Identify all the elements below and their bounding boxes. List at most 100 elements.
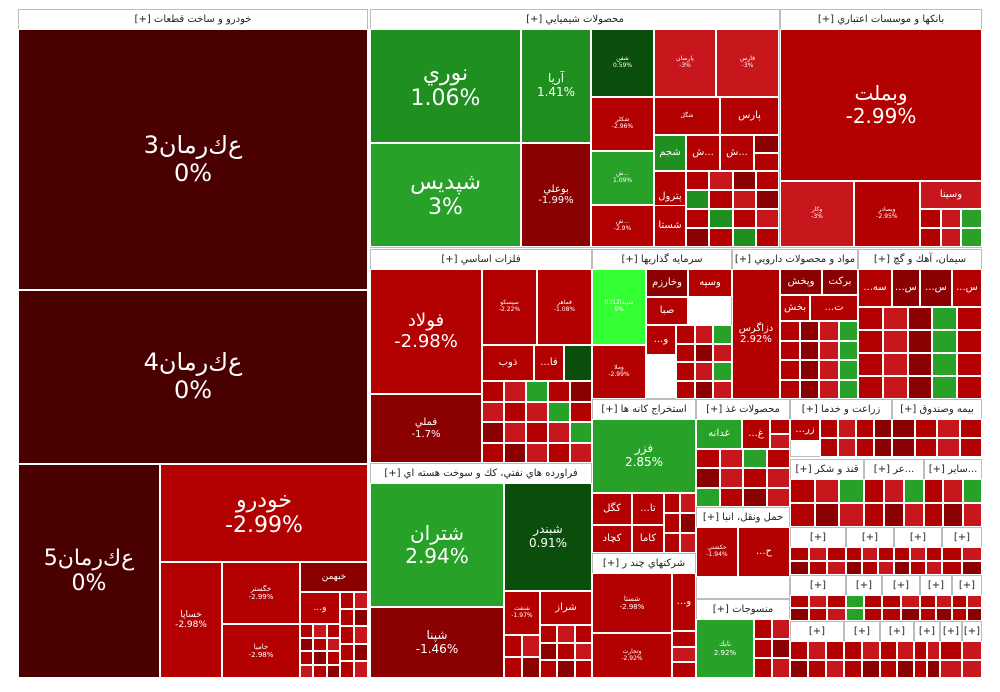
treemap-cell[interactable] [482, 401, 504, 422]
treemap-cell[interactable] [522, 656, 540, 678]
treemap-cell[interactable] [570, 381, 592, 402]
treemap-cell[interactable] [957, 353, 982, 376]
treemap-cell[interactable] [961, 209, 982, 228]
treemap-cell[interactable] [790, 503, 815, 527]
treemap-cell[interactable] [790, 659, 808, 678]
treemap-cell[interactable] [313, 664, 327, 678]
sector-title[interactable]: [+] [845, 622, 879, 642]
tile-khrman4[interactable]: ﻉﻙﺭﻣﺎﻥ4 0% [18, 290, 368, 464]
sector-title[interactable]: مواد و محصولات دارويي [+] [733, 250, 857, 270]
treemap-cell[interactable] [680, 513, 696, 533]
treemap-cell[interactable] [790, 608, 809, 621]
treemap-cell[interactable] [799, 321, 819, 341]
treemap-cell[interactable] [672, 662, 696, 678]
tile-fmaher[interactable]: فماهر -1.08% [537, 269, 592, 345]
treemap-cell[interactable] [962, 547, 982, 561]
treemap-cell[interactable] [897, 641, 914, 660]
treemap-cell[interactable] [819, 340, 839, 360]
treemap-cell[interactable] [300, 637, 314, 651]
treemap-cell[interactable] [904, 479, 924, 503]
treemap-cell[interactable] [932, 330, 958, 353]
treemap-cell[interactable] [932, 307, 958, 330]
treemap-cell[interactable] [827, 608, 846, 621]
treemap-cell[interactable] [838, 321, 858, 341]
treemap-cell[interactable] [814, 503, 840, 527]
tile-seda[interactable]: سپيدا0312 5% [592, 269, 646, 345]
treemap-cell[interactable] [814, 479, 840, 503]
sector-title[interactable]: حمل ونقل، انبا [+] [697, 508, 789, 528]
sector-title[interactable]: سرمايه گذاريها [+] [593, 250, 731, 270]
tile-kta[interactable]: ...تا [632, 493, 664, 525]
treemap-cell[interactable] [940, 659, 962, 678]
treemap-cell[interactable] [927, 641, 940, 660]
tile-vbmellat[interactable]: وبملت -2.99% [780, 29, 982, 181]
treemap-cell[interactable] [827, 595, 846, 608]
sector-title[interactable]: [+] [847, 576, 881, 596]
treemap-cell[interactable] [743, 449, 767, 469]
treemap-cell[interactable] [676, 343, 695, 362]
treemap-cell[interactable] [926, 561, 942, 575]
treemap-cell[interactable] [924, 503, 944, 527]
treemap-cell[interactable] [766, 468, 790, 488]
treemap-cell[interactable] [882, 376, 908, 399]
treemap-cell[interactable] [910, 561, 926, 575]
tile-ss2[interactable]: ...س [920, 269, 952, 307]
treemap-cell[interactable] [862, 641, 880, 660]
tile-vtejarat[interactable]: وتجارت -2.92% [592, 633, 672, 678]
treemap-cell[interactable] [540, 660, 558, 678]
tile-kama[interactable]: كاما [632, 525, 664, 553]
treemap-cell[interactable] [808, 608, 828, 621]
treemap-cell[interactable] [780, 321, 800, 341]
treemap-cell[interactable] [526, 442, 548, 463]
treemap-cell[interactable] [962, 659, 982, 678]
treemap-cell[interactable] [696, 487, 720, 507]
treemap-cell[interactable] [884, 503, 904, 527]
tile-shj[interactable]: شجم [654, 135, 686, 171]
treemap-cell[interactable] [790, 547, 809, 561]
treemap-cell[interactable] [694, 362, 714, 381]
tile-zob[interactable]: ذوب [482, 345, 534, 381]
treemap-cell[interactable] [754, 658, 772, 678]
tile-shbandar[interactable]: شبندر 0.91% [504, 483, 592, 591]
tile-vpakhsh[interactable]: وپخش [780, 269, 822, 295]
tile-barkat[interactable]: بركت [822, 269, 858, 295]
treemap-cell[interactable] [924, 479, 944, 503]
treemap-cell[interactable] [907, 330, 933, 353]
treemap-cell[interactable] [504, 401, 526, 422]
treemap-cell[interactable] [713, 343, 732, 362]
treemap-cell[interactable] [952, 595, 967, 608]
sector-title[interactable]: بانكها و موسسات اعتباري [+] [781, 10, 981, 30]
tile-ghadaneh[interactable]: غدانه [696, 419, 742, 449]
treemap-cell[interactable] [780, 379, 800, 399]
treemap-cell[interactable] [770, 419, 790, 434]
treemap-cell[interactable] [943, 479, 963, 503]
treemap-cell[interactable] [962, 503, 982, 527]
tile-dt[interactable]: ...ت [810, 295, 858, 321]
treemap-cell[interactable] [713, 362, 732, 381]
treemap-cell[interactable] [340, 626, 354, 644]
treemap-cell[interactable] [858, 307, 883, 330]
treemap-cell[interactable] [864, 503, 884, 527]
treemap-cell[interactable] [772, 619, 790, 639]
treemap-cell[interactable] [672, 631, 696, 647]
treemap-cell[interactable] [862, 547, 878, 561]
treemap-cell[interactable] [754, 135, 779, 153]
treemap-cell[interactable] [548, 401, 570, 422]
treemap-cell[interactable] [732, 190, 756, 209]
treemap-cell[interactable] [940, 641, 962, 660]
treemap-cell[interactable] [799, 360, 819, 380]
tile-aria[interactable]: آريا 1.41% [521, 29, 591, 143]
treemap-cell[interactable] [882, 608, 901, 621]
tile-shsina2[interactable]: شپنا -1.46% [370, 607, 504, 678]
treemap-cell[interactable] [732, 171, 756, 190]
treemap-cell[interactable] [910, 547, 926, 561]
sector-title[interactable]: [+] [941, 622, 961, 642]
tile-shsina[interactable]: شفن 0.59% [591, 29, 654, 97]
treemap-cell[interactable] [548, 442, 570, 463]
treemap-cell[interactable] [846, 608, 864, 621]
tile-vsasta[interactable]: شستا -2.98% [592, 573, 672, 633]
treemap-cell[interactable] [959, 419, 982, 438]
treemap-cell[interactable] [942, 547, 962, 561]
treemap-cell[interactable] [340, 660, 354, 678]
treemap-cell[interactable] [354, 626, 368, 644]
